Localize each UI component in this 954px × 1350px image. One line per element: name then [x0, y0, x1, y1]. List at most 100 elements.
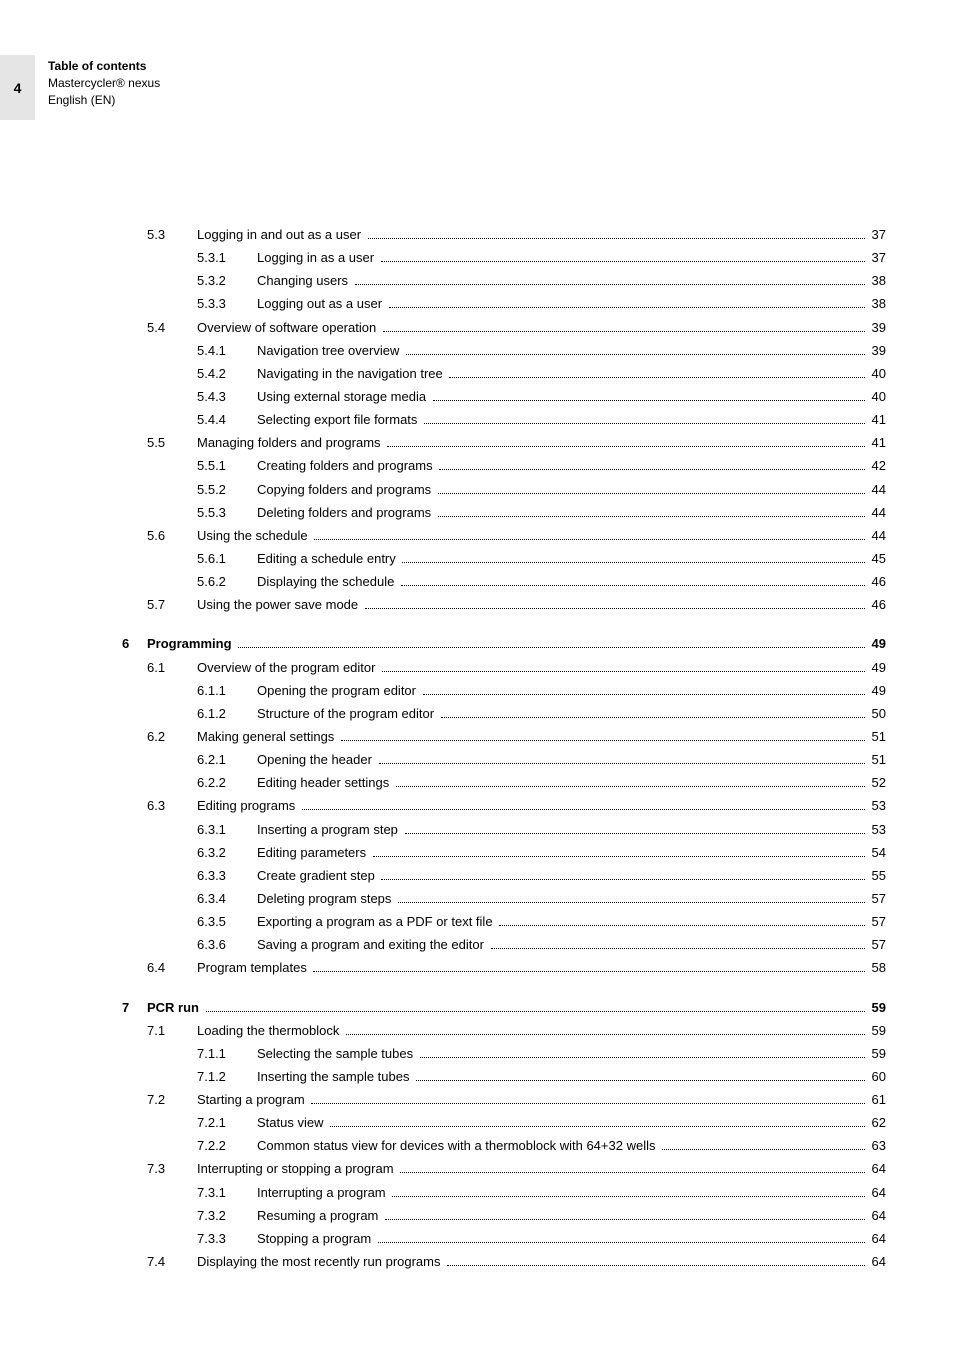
toc-entry: 6.3.2Editing parameters 54 [122, 843, 886, 863]
toc-page: 64 [868, 1229, 886, 1249]
toc-page: 64 [868, 1159, 886, 1179]
toc-title: Overview of software operation [197, 318, 380, 338]
header-product: Mastercycler® nexus [48, 75, 160, 92]
toc-title: Stopping a program [257, 1229, 375, 1249]
toc-page: 54 [868, 843, 886, 863]
toc-page: 64 [868, 1206, 886, 1226]
section-number: 5.5 [147, 433, 197, 453]
section-number: 5.6 [147, 526, 197, 546]
toc-page: 46 [868, 595, 886, 615]
subsection-number: 6.1.1 [197, 681, 257, 701]
toc-page: 60 [868, 1067, 886, 1087]
section-number: 7.3 [147, 1159, 197, 1179]
toc-entry: 6.2.1Opening the header 51 [122, 750, 886, 770]
toc-title: PCR run [147, 998, 203, 1018]
toc-title: Starting a program [197, 1090, 308, 1110]
toc-page: 52 [868, 773, 886, 793]
toc-entry: 6.3.6Saving a program and exiting the ed… [122, 935, 886, 955]
toc-page: 42 [868, 456, 886, 476]
chapter-number: 6 [122, 634, 147, 654]
toc-page: 51 [868, 750, 886, 770]
section-number: 7.2 [147, 1090, 197, 1110]
toc-page: 64 [868, 1252, 886, 1272]
toc-title: Loading the thermoblock [197, 1021, 343, 1041]
subsection-number: 6.3.2 [197, 843, 257, 863]
subsection-number: 5.4.1 [197, 341, 257, 361]
toc-title: Editing programs [197, 796, 299, 816]
toc-title: Changing users [257, 271, 352, 291]
section-number: 5.7 [147, 595, 197, 615]
toc-title: Inserting a program step [257, 820, 402, 840]
toc-title: Overview of the program editor [197, 658, 379, 678]
toc-entry: 7PCR run 59 [122, 998, 886, 1018]
section-number: 5.4 [147, 318, 197, 338]
toc-title: Resuming a program [257, 1206, 382, 1226]
toc-title: Navigating in the navigation tree [257, 364, 446, 384]
section-number: 5.3 [147, 225, 197, 245]
toc-page: 46 [868, 572, 886, 592]
toc-entry: 5.3.3Logging out as a user 38 [122, 294, 886, 314]
toc-page: 51 [868, 727, 886, 747]
toc-page: 62 [868, 1113, 886, 1133]
toc-page: 39 [868, 318, 886, 338]
toc-title: Navigation tree overview [257, 341, 403, 361]
subsection-number: 7.3.3 [197, 1229, 257, 1249]
section-number: 7.1 [147, 1021, 197, 1041]
toc-title: Logging in and out as a user [197, 225, 365, 245]
toc-entry: 5.7Using the power save mode 46 [122, 595, 886, 615]
toc-title: Deleting folders and programs [257, 503, 435, 523]
subsection-number: 5.6.2 [197, 572, 257, 592]
toc-title: Editing header settings [257, 773, 393, 793]
toc-page: 41 [868, 433, 886, 453]
toc-entry: 7.2.2Common status view for devices with… [122, 1136, 886, 1156]
subsection-number: 6.3.5 [197, 912, 257, 932]
toc-page: 49 [868, 634, 886, 654]
toc-page: 49 [868, 681, 886, 701]
section-number: 6.1 [147, 658, 197, 678]
toc-title: Using the power save mode [197, 595, 362, 615]
subsection-number: 7.1.1 [197, 1044, 257, 1064]
toc-entry: 5.4Overview of software operation 39 [122, 318, 886, 338]
toc-page: 59 [868, 1021, 886, 1041]
toc-entry: 7.3Interrupting or stopping a program 64 [122, 1159, 886, 1179]
subsection-number: 5.6.1 [197, 549, 257, 569]
toc-title: Using the schedule [197, 526, 311, 546]
toc-page: 58 [868, 958, 886, 978]
toc-entry: 6Programming 49 [122, 634, 886, 654]
page-number-tab: 4 [0, 55, 35, 120]
toc-entry: 7.4Displaying the most recently run prog… [122, 1252, 886, 1272]
toc-title: Managing folders and programs [197, 433, 384, 453]
toc-entry: 6.4Program templates 58 [122, 958, 886, 978]
toc-page: 44 [868, 526, 886, 546]
toc-entry: 5.4.3Using external storage media 40 [122, 387, 886, 407]
toc-page: 44 [868, 480, 886, 500]
subsection-number: 6.3.1 [197, 820, 257, 840]
section-number: 6.4 [147, 958, 197, 978]
toc-page: 41 [868, 410, 886, 430]
toc-title: Logging in as a user [257, 248, 378, 268]
subsection-number: 6.3.4 [197, 889, 257, 909]
toc-entry: 6.1.2Structure of the program editor 50 [122, 704, 886, 724]
toc-title: Selecting export file formats [257, 410, 421, 430]
toc-entry: 5.6.1Editing a schedule entry 45 [122, 549, 886, 569]
subsection-number: 7.2.1 [197, 1113, 257, 1133]
toc-entry: 7.3.2Resuming a program 64 [122, 1206, 886, 1226]
toc-entry: 6.3.4Deleting program steps 57 [122, 889, 886, 909]
toc-page: 61 [868, 1090, 886, 1110]
toc-title: Structure of the program editor [257, 704, 438, 724]
toc-title: Program templates [197, 958, 310, 978]
toc-page: 45 [868, 549, 886, 569]
toc-title: Creating folders and programs [257, 456, 436, 476]
toc-page: 38 [868, 271, 886, 291]
toc-page: 37 [868, 225, 886, 245]
toc-title: Exporting a program as a PDF or text fil… [257, 912, 496, 932]
toc-entry: 5.3Logging in and out as a user 37 [122, 225, 886, 245]
subsection-number: 5.4.4 [197, 410, 257, 430]
toc-entry: 7.1.2Inserting the sample tubes 60 [122, 1067, 886, 1087]
toc-page: 40 [868, 364, 886, 384]
subsection-number: 5.3.3 [197, 294, 257, 314]
subsection-number: 6.1.2 [197, 704, 257, 724]
toc-page: 57 [868, 889, 886, 909]
toc-page: 53 [868, 796, 886, 816]
toc-title: Copying folders and programs [257, 480, 435, 500]
